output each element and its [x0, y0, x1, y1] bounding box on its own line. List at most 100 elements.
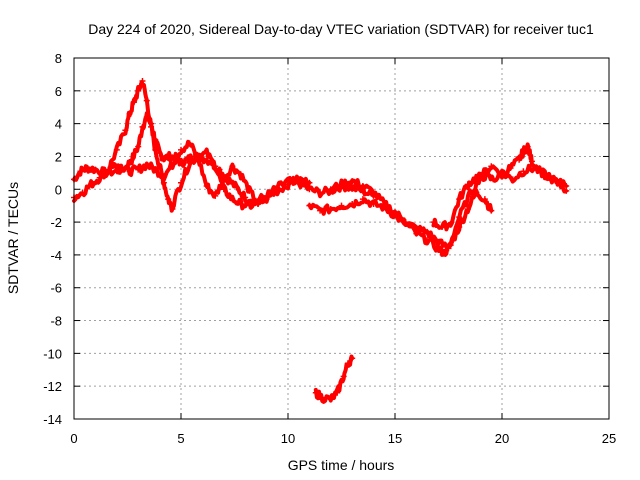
- y-tick-label: 2: [55, 149, 62, 164]
- data-point-marker: [169, 161, 176, 168]
- data-point-marker: [274, 187, 281, 194]
- data-point-marker: [370, 189, 377, 196]
- data-point-marker: [402, 219, 409, 226]
- data-point-marker: [370, 201, 377, 208]
- data-point-marker: [392, 209, 398, 216]
- data-point-marker: [319, 394, 326, 401]
- data-point-marker: [285, 181, 291, 188]
- data-point-marker: [439, 224, 446, 231]
- data-point-marker: [139, 123, 146, 130]
- data-point-marker: [220, 186, 227, 193]
- data-point-marker: [349, 355, 356, 362]
- data-point-marker: [563, 182, 570, 189]
- data-point-marker: [126, 110, 133, 117]
- grid-lines: [74, 58, 609, 419]
- data-point-marker: [327, 205, 334, 212]
- data-point-marker: [340, 373, 347, 380]
- data-point-marker: [128, 156, 135, 163]
- data-point-marker: [344, 360, 351, 367]
- plot-frame: [73, 57, 610, 420]
- data-point-marker: [126, 168, 133, 175]
- data-point-marker: [306, 186, 313, 193]
- data-point-marker: [473, 174, 480, 181]
- y-tick-label: 8: [55, 51, 62, 66]
- data-point-marker: [338, 202, 345, 209]
- data-point-marker: [520, 148, 527, 155]
- data-point-marker: [229, 196, 236, 203]
- data-point-marker: [349, 178, 356, 185]
- data-point-marker: [338, 181, 345, 188]
- data-point-marker: [424, 228, 431, 235]
- data-traces: [71, 77, 570, 404]
- data-point-marker: [122, 127, 129, 134]
- data-point-marker: [434, 238, 441, 245]
- data-point-marker: [359, 182, 366, 189]
- data-point-marker: [160, 155, 167, 162]
- data-point-marker: [212, 163, 219, 170]
- data-point-marker: [152, 146, 159, 153]
- y-tick-label: -14: [43, 412, 62, 427]
- data-point-marker: [160, 173, 167, 180]
- axis-ticks: [73, 57, 610, 420]
- data-point-marker: [295, 176, 302, 183]
- data-point-marker: [148, 123, 155, 130]
- data-point-marker: [79, 189, 86, 196]
- y-tick-label: 6: [55, 84, 62, 99]
- data-point-marker: [528, 158, 535, 165]
- data-point-marker: [203, 182, 210, 189]
- data-point-marker: [96, 174, 103, 181]
- data-point-marker: [152, 166, 159, 173]
- y-axis-label: SDTVAR / TECUs: [5, 182, 21, 294]
- data-point-marker: [184, 156, 191, 163]
- y-tick-label: 0: [55, 182, 62, 197]
- data-point-marker: [92, 166, 99, 173]
- x-tick-label: 20: [495, 431, 509, 446]
- data-point-marker: [334, 389, 341, 396]
- y-tick-label: -2: [50, 215, 62, 230]
- x-axis-label: GPS time / hours: [288, 457, 395, 473]
- series-trace: [110, 139, 312, 205]
- data-point-marker: [242, 194, 249, 201]
- data-point-marker: [178, 160, 184, 167]
- data-point-marker: [246, 202, 253, 209]
- data-point-marker: [237, 201, 244, 208]
- data-point-marker: [212, 192, 219, 199]
- data-point-marker: [481, 173, 488, 180]
- data-point-marker: [327, 396, 334, 403]
- y-tick-label: 4: [55, 117, 62, 132]
- x-tick-label: 25: [602, 431, 616, 446]
- data-point-marker: [424, 237, 431, 244]
- data-point-marker: [456, 196, 463, 203]
- data-point-marker: [203, 150, 210, 157]
- data-point-marker: [306, 179, 313, 186]
- data-point-marker: [135, 143, 142, 150]
- data-point-marker: [456, 214, 463, 221]
- data-point-marker: [537, 168, 544, 175]
- data-point-marker: [83, 164, 90, 171]
- data-point-marker: [441, 250, 448, 257]
- data-point-marker: [178, 179, 184, 186]
- data-point-marker: [186, 140, 193, 147]
- data-point-marker: [109, 160, 116, 167]
- series-trace: [328, 163, 569, 250]
- data-point-marker: [178, 146, 184, 153]
- data-point-marker: [130, 99, 137, 106]
- data-point-marker: [139, 77, 146, 84]
- data-point-marker: [359, 196, 366, 203]
- data-point-marker: [118, 164, 125, 171]
- tick-labels: 0 5 10 15 20 25 -14 -12 -10 -8 -6 -4 -2 0 2 4 6 8: [43, 51, 616, 446]
- data-point-marker: [464, 181, 471, 188]
- data-point-marker: [488, 207, 495, 214]
- data-point-marker: [229, 163, 236, 170]
- data-point-marker: [481, 196, 488, 203]
- data-point-marker: [546, 174, 553, 181]
- data-point-marker: [430, 219, 437, 226]
- x-tick-label: 15: [388, 431, 402, 446]
- chart-title: Day 224 of 2020, Sidereal Day-to-day VTE…: [88, 21, 594, 37]
- x-tick-label: 10: [281, 431, 295, 446]
- data-point-marker: [499, 171, 505, 178]
- data-point-marker: [237, 171, 244, 178]
- data-point-marker: [263, 196, 270, 203]
- x-tick-label: 5: [177, 431, 184, 446]
- data-point-marker: [466, 191, 473, 198]
